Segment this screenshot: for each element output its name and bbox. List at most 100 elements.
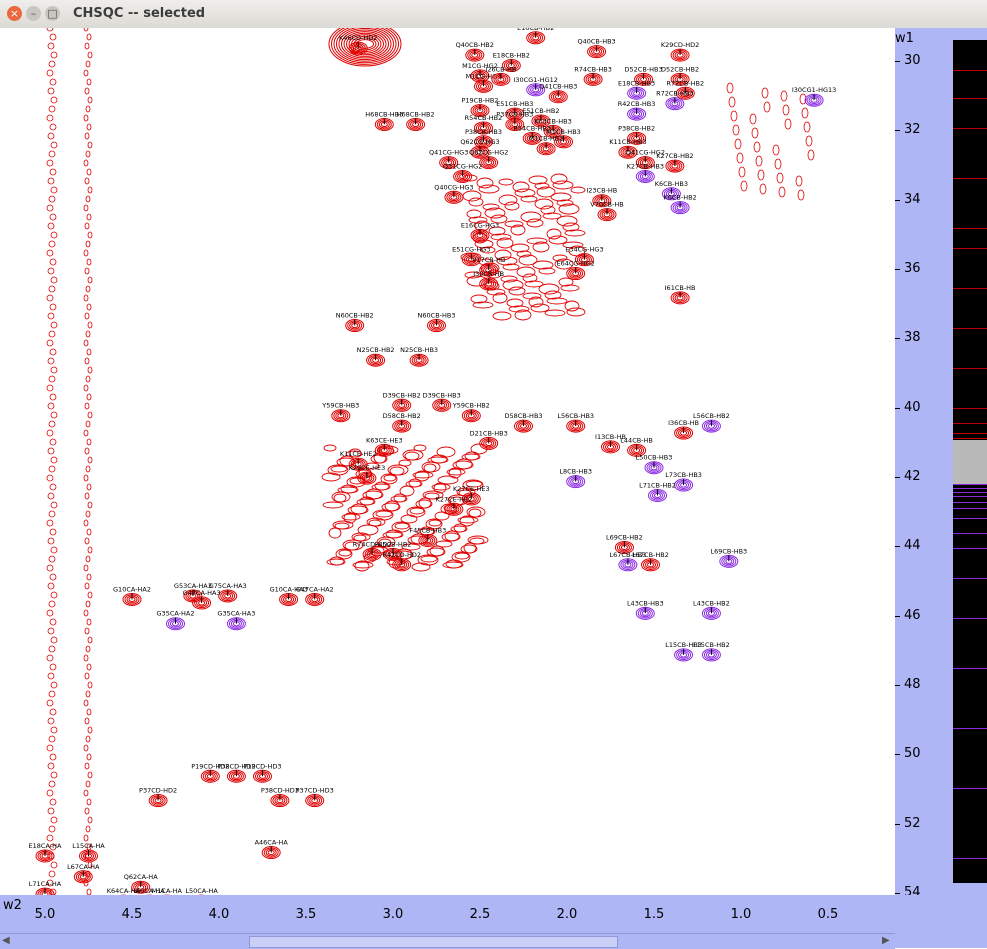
peak[interactable]: G47CA-HA2 — [296, 585, 334, 606]
peak[interactable]: K27CB-HB3 — [627, 162, 664, 183]
peak[interactable]: M1CB-HB2 — [529, 135, 564, 156]
peak[interactable]: H68CB-HB2 — [397, 110, 435, 131]
peak[interactable]: L69CB-HB3 — [710, 547, 747, 568]
peak[interactable]: E51CG-HG3 — [452, 246, 490, 267]
peak[interactable]: G35CA-HA3 — [217, 610, 255, 631]
peak[interactable]: F45CB-HB3 — [409, 527, 446, 548]
peak[interactable]: K29CE-HE3 — [349, 464, 386, 485]
peak[interactable]: E18CA-HA — [29, 842, 62, 863]
peak[interactable]: K63CB-HB3 — [534, 117, 572, 138]
peak[interactable]: Q40CG-HG3 — [434, 183, 474, 204]
contour-level-bar[interactable] — [953, 28, 987, 895]
horizontal-scrollbar[interactable]: ◀ ▶ — [0, 933, 895, 949]
peak[interactable]: L56CB-HB3 — [557, 412, 594, 433]
peak[interactable]: I13CB-HB — [595, 433, 626, 454]
peak[interactable]: P37CB-HB3 — [496, 110, 533, 131]
peak[interactable]: Q31CG-HG2 — [443, 162, 482, 183]
peak[interactable]: N60CB-HB2 — [336, 312, 374, 333]
peak[interactable]: L73CB-HB3 — [665, 471, 702, 492]
peak[interactable]: P19CD-HD2 — [191, 762, 229, 783]
peak[interactable]: Y59CB-HB3 — [321, 402, 359, 423]
peak[interactable]: N60CB-HB3 — [418, 312, 456, 333]
peak[interactable]: V70CB-HB — [590, 201, 624, 222]
peak[interactable]: L56CB-HB2 — [693, 412, 730, 433]
peak[interactable]: G10CA-HA2 — [113, 585, 151, 606]
peak[interactable]: L67CB-HB3 — [610, 551, 647, 572]
peak[interactable]: H68CB-HB3 — [365, 110, 403, 131]
peak[interactable]: E34CG-HG3 — [565, 246, 604, 267]
spectrum-plot[interactable]: K46CD-HD2 Q40CB-HB2 E16CB-HB2 Q40CB-HB3 K29C… — [0, 28, 895, 895]
peak[interactable]: Y59CB-HB2 — [452, 402, 490, 423]
peak[interactable]: L15CB-HB2 — [693, 641, 730, 662]
peak[interactable]: K46CD-HD2 — [339, 34, 377, 55]
peak[interactable]: G75CA-HA3 — [209, 582, 247, 603]
peak[interactable]: P37CD-HD2 — [139, 787, 177, 808]
peak[interactable]: E18CB-HB2 — [493, 52, 530, 73]
level-bar-down-arrow[interactable] — [953, 883, 987, 895]
peak[interactable]: E16CB-HB2 — [517, 28, 554, 45]
minimize-window-button[interactable]: – — [26, 6, 41, 21]
peak[interactable]: L43CB-HB2 — [693, 599, 730, 620]
peak[interactable]: E16CG-HG3 — [461, 221, 499, 242]
peak[interactable]: D58CB-HB2 — [383, 412, 421, 433]
peak[interactable]: Q62CA-HA — [124, 873, 158, 894]
peak[interactable]: R42CD-HD2 — [382, 551, 421, 572]
peak[interactable]: K27CE-HE2 — [436, 495, 473, 516]
spectrum-canvas[interactable]: K46CD-HD2 Q40CB-HB2 E16CB-HB2 Q40CB-HB3 K29C… — [0, 28, 895, 895]
peak[interactable]: R72CB-HB3 — [656, 90, 694, 111]
level-bar-thumb[interactable] — [953, 440, 987, 484]
peak[interactable]: G47CA-HA3 — [183, 589, 221, 610]
peak[interactable]: D21CB-HB3 — [470, 429, 508, 450]
peak[interactable]: M1CB-HB3 — [546, 128, 581, 149]
peak[interactable]: K11CB-HB3 — [609, 138, 647, 159]
peak[interactable]: I60CA-HA — [134, 887, 165, 895]
maximize-window-button[interactable]: □ — [45, 6, 60, 21]
peak[interactable]: L67CA-HA — [67, 863, 100, 884]
peak[interactable]: Q62CG-HG2 — [469, 149, 508, 170]
peak[interactable]: D39CB-HB2 — [383, 391, 421, 412]
peak[interactable]: M1CA-HA — [152, 887, 183, 895]
peak[interactable]: E51CB-HB2 — [522, 107, 560, 128]
peak[interactable]: R74CB-HB3 — [574, 65, 612, 86]
peak[interactable]: V17CB-HB — [472, 256, 505, 277]
peak[interactable]: M1CG-HG3 — [466, 72, 502, 93]
peak[interactable]: E51CB-HB3 — [496, 100, 533, 121]
scroll-right-arrow-icon[interactable]: ▶ — [882, 935, 890, 946]
peak[interactable]: F45CB-HB2 — [375, 540, 412, 561]
peak[interactable]: L43CB-HB3 — [627, 599, 664, 620]
peak[interactable]: P37CD-HD3 — [296, 787, 334, 808]
peak[interactable]: N25CB-HB2 — [357, 346, 395, 367]
peak[interactable]: P19CD-HD3 — [243, 762, 282, 783]
peak[interactable]: L71CA-HA — [29, 880, 62, 895]
peak[interactable]: L67CB-HB2 — [632, 551, 669, 572]
peak[interactable]: Q40CB-HB3 — [577, 38, 616, 59]
peak[interactable]: K64CA-HA — [107, 887, 141, 895]
peak[interactable]: G10CA-HA3 — [270, 585, 308, 606]
peak[interactable]: E64CG-HG2 — [557, 260, 595, 281]
scrollbar-thumb[interactable] — [249, 936, 618, 948]
peak[interactable]: I23CB-HB — [586, 187, 617, 208]
peak[interactable]: K27CE-HE3 — [453, 485, 490, 506]
peak[interactable]: L15CA-HA — [72, 842, 105, 863]
level-bar-up-arrow[interactable] — [953, 28, 987, 40]
scroll-left-arrow-icon[interactable]: ◀ — [2, 935, 10, 946]
peak[interactable]: P19CB-HB2 — [461, 97, 499, 118]
peak[interactable]: L15CB-HB3 — [665, 641, 702, 662]
peak[interactable]: K6CB-HB3 — [655, 180, 688, 201]
peak[interactable]: D39CB-HB3 — [423, 391, 461, 412]
peak[interactable]: I30CG1-HG12 — [513, 76, 558, 97]
peak[interactable]: L69CB-HB2 — [606, 533, 643, 554]
peak[interactable]: N25CB-HB3 — [400, 346, 438, 367]
peak[interactable]: R54CB-HB2 — [465, 114, 503, 135]
peak[interactable]: I26CB-HB — [485, 65, 516, 86]
peak[interactable]: Q41CB-HB3 — [539, 83, 577, 104]
peak[interactable]: Q62CG-HG3 — [460, 138, 500, 159]
peak[interactable]: E18CB-HB3 — [618, 79, 655, 100]
peak[interactable]: I61CB-HB — [665, 284, 696, 305]
peak[interactable]: I30CB-HB — [473, 270, 504, 291]
peak[interactable]: K6CB-HB2 — [663, 194, 697, 215]
peak[interactable]: K27CB-HB2 — [656, 152, 694, 173]
peak[interactable]: K11CE-HE2 — [340, 450, 377, 471]
peak[interactable]: Q40CB-HB2 — [456, 41, 494, 62]
peak[interactable]: L50CA-HA — [185, 887, 218, 895]
